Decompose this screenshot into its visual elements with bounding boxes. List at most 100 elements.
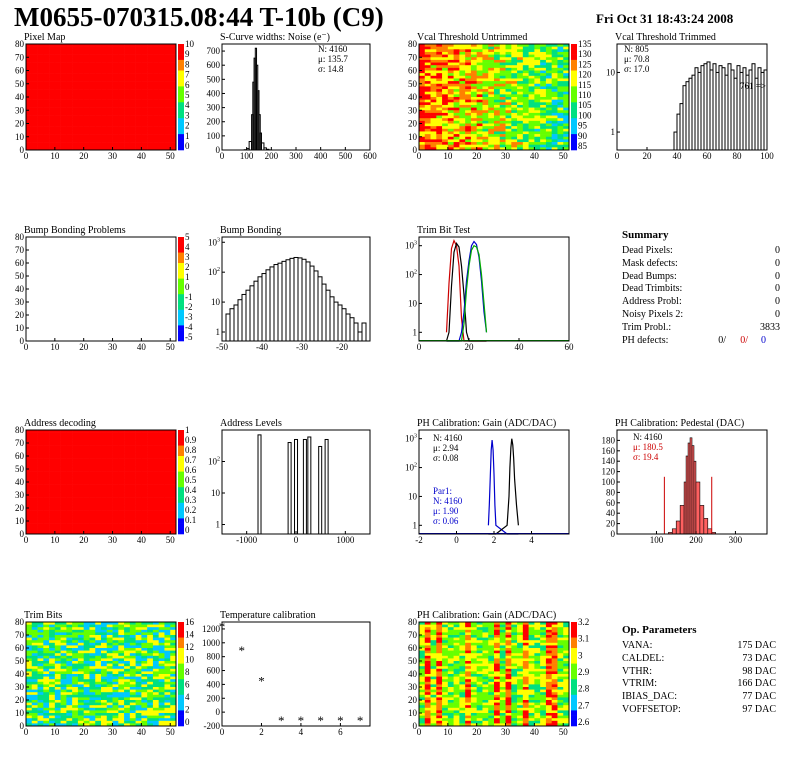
heatmap-cell: [563, 115, 570, 119]
heatmap-cell: [164, 104, 171, 108]
heatmap-cell: [37, 70, 44, 74]
heatmap-cell: [152, 445, 159, 449]
heatmap-cell: [89, 627, 96, 631]
heatmap-cell: [77, 492, 84, 496]
heatmap-cell: [158, 658, 165, 662]
heatmap-cell: [152, 99, 159, 103]
heatmap-cell: [152, 115, 159, 119]
heatmap-cell: [49, 653, 56, 657]
scatter-point: *: [278, 713, 285, 728]
heatmap-cell: [43, 700, 50, 703]
heatmap-cell: [164, 51, 171, 55]
heatmap-cell: [118, 471, 125, 475]
heatmap-cell: [89, 723, 96, 727]
heatmap-cell: [112, 718, 119, 722]
heatmap-cell: [101, 668, 108, 672]
heatmap-cell: [147, 73, 154, 77]
heatmap-cell: [517, 107, 524, 111]
heatmap-cell: [66, 126, 73, 130]
heatmap-cell: [106, 89, 113, 92]
heatmap-cell: [26, 635, 33, 638]
heatmap-cell: [135, 684, 142, 688]
heatmap-cell: [453, 134, 460, 138]
heatmap-cell: [170, 707, 177, 711]
heatmap-cell: [66, 508, 73, 511]
heatmap-cell: [72, 515, 79, 519]
heatmap-cell: [511, 94, 518, 98]
heatmap-cell: [141, 59, 148, 63]
heatmap-cell: [101, 474, 108, 478]
heatmap-cell: [147, 110, 154, 114]
heatmap-cell: [545, 86, 552, 90]
heatmap-cell: [66, 715, 73, 719]
heatmap-cell: [106, 679, 113, 683]
heatmap-cell: [49, 49, 56, 53]
heatmap-cell: [95, 57, 102, 61]
heatmap-cell: [124, 479, 131, 483]
heatmap-cell: [54, 466, 61, 470]
heatmap-cell: [77, 142, 84, 145]
heatmap-cell: [158, 134, 165, 138]
heatmap-cell: [158, 502, 165, 506]
heatmap-cell: [135, 505, 142, 509]
heatmap-cell: [141, 694, 148, 698]
heatmap-cell: [106, 681, 113, 685]
heatmap-cell: [442, 128, 449, 132]
heatmap-cell: [147, 44, 154, 47]
heatmap-cell: [89, 687, 96, 690]
heatmap-cell: [419, 627, 426, 631]
heatmap-cell: [470, 131, 477, 135]
heatmap-cell: [563, 86, 570, 90]
heatmap-cell: [26, 513, 33, 517]
histogram-bar: [257, 434, 262, 535]
heatmap-cell: [106, 142, 113, 145]
heatmap-cell: [89, 67, 96, 71]
heatmap-cell: [77, 65, 84, 69]
heatmap-cell: [60, 531, 67, 535]
heatmap-cell: [563, 75, 570, 79]
heatmap-cell: [101, 676, 108, 680]
heatmap-cell: [106, 697, 113, 701]
heatmap-cell: [77, 505, 84, 509]
heatmap-cell: [37, 112, 44, 116]
x-tick-label: -2: [415, 535, 423, 545]
y-tick-label: 600: [207, 60, 221, 70]
panel-title: Trim Bit Test: [417, 225, 470, 236]
heatmap-cell: [453, 65, 460, 69]
heatmap-cell: [95, 78, 102, 82]
heatmap-cell: [83, 134, 90, 138]
heatmap-cell: [49, 448, 56, 452]
heatmap-cell: [101, 658, 108, 662]
heatmap-cell: [31, 637, 38, 641]
chart-panel: S-Curve widths: Noise (e⁻)0 100 200 300 400 5…: [207, 32, 378, 161]
heatmap-cell: [106, 123, 113, 127]
heatmap-cell: [517, 51, 524, 55]
heatmap-cell: [72, 526, 79, 530]
heatmap-cell: [482, 112, 489, 116]
heatmap-cell: [430, 104, 437, 108]
heatmap-cell: [118, 91, 125, 95]
palette-swatch: [178, 715, 184, 722]
heatmap-cell: [129, 54, 136, 58]
heatmap-cell: [54, 497, 61, 501]
heatmap-cell: [49, 500, 56, 504]
heatmap-cell: [442, 102, 449, 106]
heatmap-cell: [545, 139, 552, 143]
heatmap-cell: [31, 97, 38, 100]
heatmap-cell: [95, 518, 102, 522]
heatmap-cell: [66, 487, 73, 491]
heatmap-cell: [124, 640, 131, 644]
heatmap-cell: [89, 83, 96, 87]
y-tick-label: 102: [208, 457, 220, 467]
heatmap-cell: [459, 131, 466, 135]
palette-swatch: [178, 461, 184, 467]
heatmap-cell: [488, 62, 495, 66]
heatmap-cell: [43, 718, 50, 722]
heatmap-cell: [60, 487, 67, 491]
heatmap-cell: [424, 671, 431, 675]
heatmap-cell: [534, 112, 541, 116]
heatmap-cell: [430, 107, 437, 111]
heatmap-cell: [158, 435, 165, 439]
heatmap-cell: [534, 51, 541, 55]
